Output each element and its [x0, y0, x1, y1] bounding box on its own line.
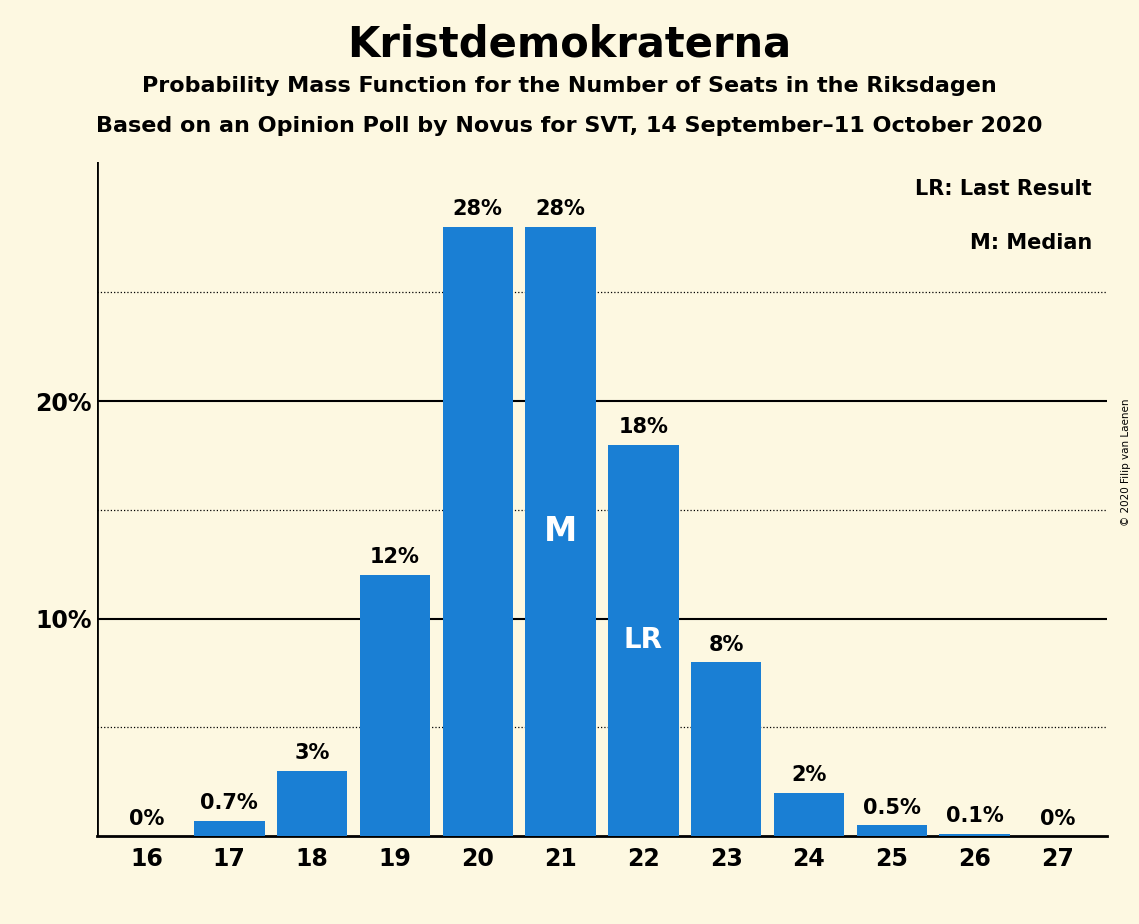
Bar [940, 834, 1010, 836]
Text: 0.5%: 0.5% [863, 797, 920, 818]
Text: LR: Last Result: LR: Last Result [916, 178, 1092, 199]
Bar [525, 227, 596, 836]
Text: 0.1%: 0.1% [945, 807, 1003, 826]
Text: 28%: 28% [535, 200, 585, 219]
Text: Kristdemokraterna: Kristdemokraterna [347, 23, 792, 65]
Text: 18%: 18% [618, 417, 669, 437]
Text: 28%: 28% [453, 200, 502, 219]
Text: 8%: 8% [708, 635, 744, 654]
Text: 0%: 0% [1040, 808, 1075, 829]
Bar [857, 825, 927, 836]
Text: Probability Mass Function for the Number of Seats in the Riksdagen: Probability Mass Function for the Number… [142, 76, 997, 96]
Bar [443, 227, 513, 836]
Bar [773, 793, 844, 836]
Text: 2%: 2% [792, 765, 827, 785]
Text: 3%: 3% [295, 743, 330, 763]
Bar [360, 575, 431, 836]
Text: Based on an Opinion Poll by Novus for SVT, 14 September–11 October 2020: Based on an Opinion Poll by Novus for SV… [97, 116, 1042, 136]
Bar [608, 444, 679, 836]
Text: 0%: 0% [129, 808, 164, 829]
Text: LR: LR [624, 626, 663, 654]
Bar [691, 663, 761, 836]
Bar [277, 771, 347, 836]
Text: 0.7%: 0.7% [200, 794, 259, 813]
Text: M: Median: M: Median [969, 233, 1092, 252]
Text: M: M [544, 515, 577, 548]
Text: © 2020 Filip van Laenen: © 2020 Filip van Laenen [1121, 398, 1131, 526]
Bar [194, 821, 264, 836]
Text: 12%: 12% [370, 548, 420, 567]
